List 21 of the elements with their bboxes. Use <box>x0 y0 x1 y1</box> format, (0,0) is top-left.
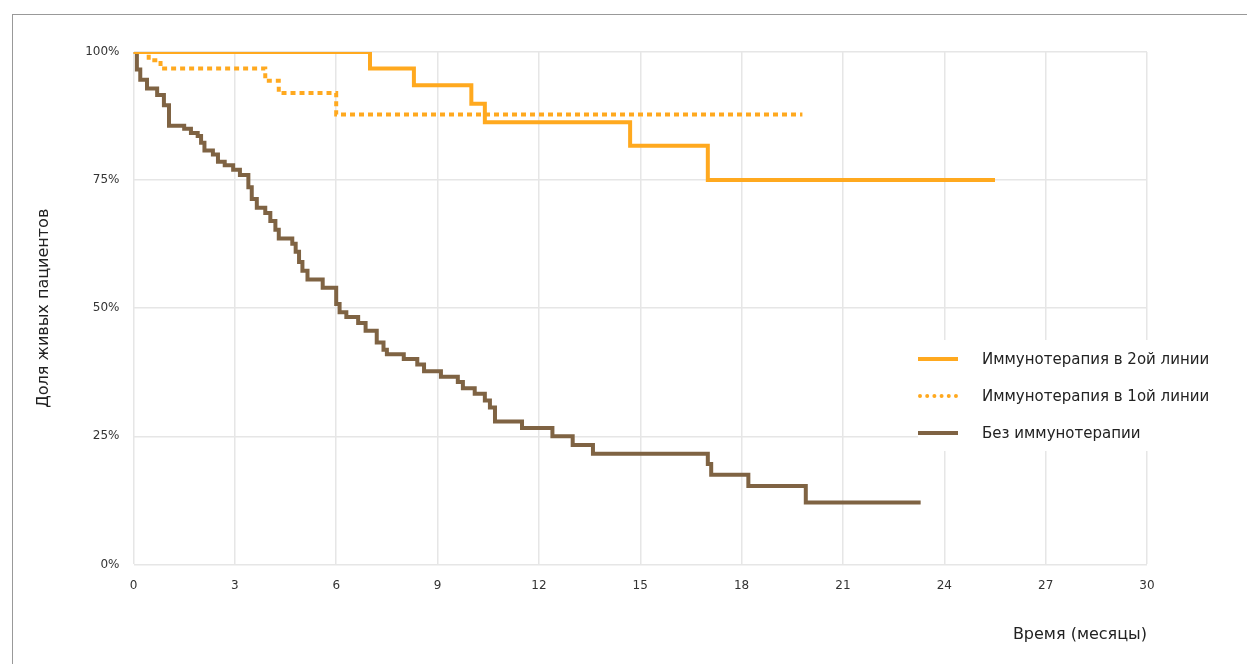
x-tick-label: 24 <box>936 577 952 592</box>
x-tick-label: 6 <box>332 577 341 592</box>
x-axis-title: Время (месяцы) <box>1012 623 1147 643</box>
x-tick-label: 27 <box>1038 577 1054 592</box>
x-tick-label: 9 <box>433 577 442 592</box>
y-tick-label: 0% <box>100 556 120 571</box>
x-tick-label: 18 <box>733 577 750 592</box>
legend-label: Иммунотерапия в 1ой линии <box>982 386 1210 405</box>
x-tick-label: 15 <box>632 577 648 592</box>
legend-label: Без иммунотерапии <box>982 423 1141 442</box>
y-tick-label: 50% <box>92 300 120 315</box>
x-tick-label: 12 <box>531 577 547 592</box>
legend-label: Иммунотерапия в 2ой линии <box>982 349 1210 368</box>
x-tick-label: 0 <box>129 577 138 592</box>
y-axis-title: Доля живых пациентов <box>32 208 52 408</box>
y-tick-label: 100% <box>85 44 120 59</box>
y-tick-label: 75% <box>92 172 120 187</box>
y-tick-label: 25% <box>92 428 120 443</box>
x-tick-label: 30 <box>1139 577 1155 592</box>
x-tick-label: 21 <box>835 577 851 592</box>
x-tick-label: 3 <box>231 577 239 592</box>
